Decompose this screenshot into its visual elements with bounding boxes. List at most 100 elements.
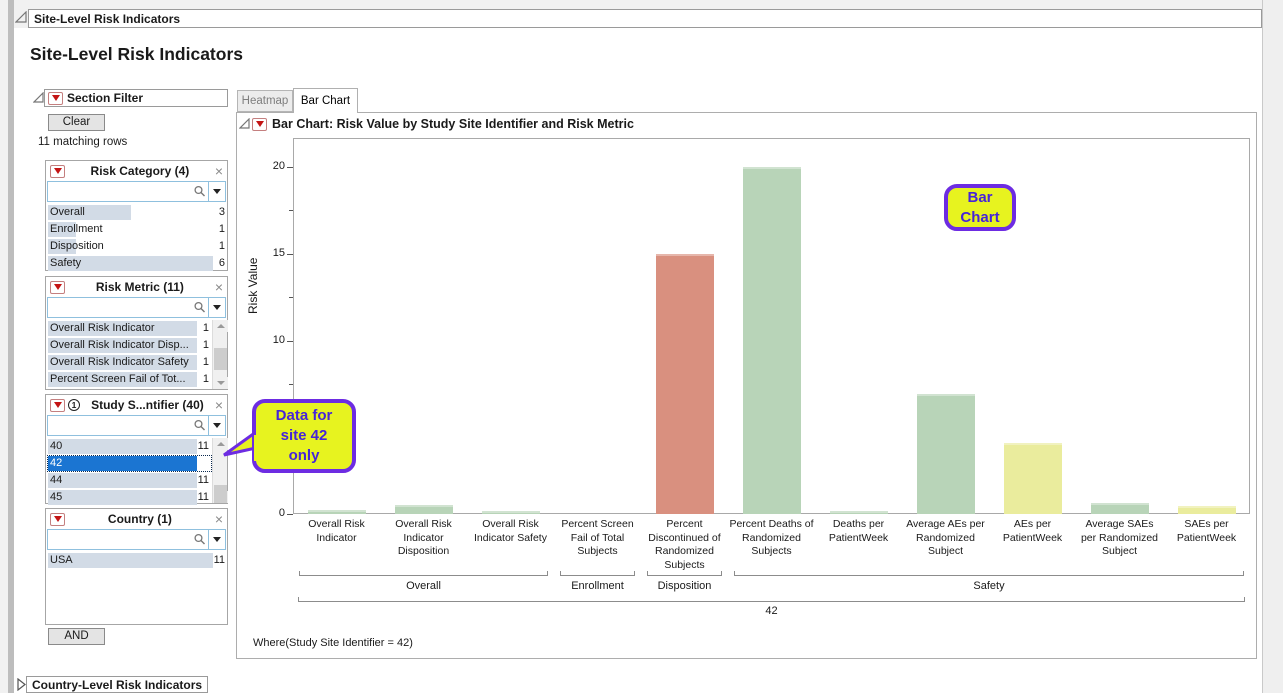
search-icon bbox=[194, 533, 205, 545]
row-label: Overall Risk Indicator bbox=[50, 322, 155, 334]
country-level-outline-header[interactable]: Country-Level Risk Indicators bbox=[26, 676, 208, 693]
filter-row-overall-risk-indicator-disp-[interactable]: Overall Risk Indicator Disp... 1 bbox=[47, 337, 212, 354]
close-icon[interactable]: × bbox=[214, 397, 223, 413]
y-major-tick bbox=[287, 254, 293, 255]
chart-menu-button[interactable] bbox=[252, 117, 267, 131]
and-button[interactable]: AND bbox=[48, 628, 105, 645]
filter-group-menu-button[interactable] bbox=[50, 398, 65, 412]
row-histogram-bar bbox=[48, 553, 213, 568]
filter-row-overall-risk-indicator[interactable]: Overall Risk Indicator 1 bbox=[47, 320, 212, 337]
filter-group-menu-button[interactable] bbox=[50, 280, 65, 294]
bar-overall-risk-indicator-safety[interactable] bbox=[482, 511, 540, 514]
filter-row-enrollment[interactable]: Enrollment 1 bbox=[47, 221, 228, 238]
row-count: 1 bbox=[218, 240, 225, 252]
bar-aes-per-patientweek[interactable] bbox=[1004, 443, 1062, 514]
x-tick-label: Overall Risk Indicator Disposition bbox=[395, 518, 452, 557]
group-label-enrollment: Enrollment bbox=[571, 580, 624, 592]
tab-heatmap[interactable]: Heatmap bbox=[237, 90, 293, 112]
left-window-strip bbox=[8, 0, 14, 693]
search-row bbox=[47, 297, 226, 318]
section-filter-header[interactable]: Section Filter bbox=[44, 89, 228, 107]
bar-deaths-per-patientweek[interactable] bbox=[830, 511, 888, 514]
scroll-thumb[interactable] bbox=[214, 348, 227, 370]
filter-row-disposition[interactable]: Disposition 1 bbox=[47, 238, 228, 255]
scroll-thumb[interactable] bbox=[214, 485, 227, 503]
filter-row-overall-risk-indicator-safety[interactable]: Overall Risk Indicator Safety 1 bbox=[47, 354, 212, 371]
level-1-badge-icon: 1 bbox=[68, 399, 80, 411]
search-dropdown-button[interactable] bbox=[209, 182, 225, 201]
filter-group-title: Risk Metric (11) bbox=[95, 280, 184, 294]
scroll-down-button[interactable] bbox=[213, 377, 228, 389]
filter-row-percent-screen-fail-of-tot-[interactable]: Percent Screen Fail of Tot... 1 bbox=[47, 371, 212, 388]
row-label: 40 bbox=[50, 440, 63, 452]
search-dropdown-button[interactable] bbox=[209, 416, 225, 435]
filter-row-42[interactable]: 42 11 bbox=[47, 455, 212, 472]
filter-row-45[interactable]: 45 11 bbox=[47, 489, 212, 506]
chart-collapse-triangle-icon[interactable] bbox=[239, 118, 250, 129]
row-label: 42 bbox=[50, 457, 63, 469]
callout-line: Data for bbox=[275, 407, 333, 424]
scroll-up-button[interactable] bbox=[213, 438, 228, 450]
bar-overall-risk-indicator-disposition[interactable] bbox=[395, 505, 453, 514]
clear-button[interactable]: Clear bbox=[48, 114, 105, 131]
right-splitter[interactable] bbox=[1262, 0, 1263, 693]
filter-group-country: Country (1) × USA 11 bbox=[45, 508, 228, 625]
close-icon[interactable]: × bbox=[214, 511, 223, 527]
filter-row-safety[interactable]: Safety 6 bbox=[47, 255, 228, 272]
red-triangle-icon bbox=[255, 121, 264, 127]
row-count: 11 bbox=[197, 440, 209, 452]
bar-average-saes-per-randomized-subject[interactable] bbox=[1091, 503, 1149, 514]
section-filter-menu-button[interactable] bbox=[48, 91, 63, 105]
filter-row-44[interactable]: 44 11 bbox=[47, 472, 212, 489]
bar-percent-deaths-of-randomized-subjects[interactable] bbox=[743, 167, 801, 514]
search-dropdown-button[interactable] bbox=[209, 298, 225, 317]
filter-collapse-triangle-icon[interactable] bbox=[33, 92, 44, 103]
expand-triangle-icon[interactable] bbox=[17, 678, 27, 691]
filter-group-header: Risk Metric (11) × bbox=[46, 277, 227, 297]
row-histogram-bar bbox=[48, 456, 197, 471]
page-title: Site-Level Risk Indicators bbox=[30, 44, 243, 64]
tab-bar-chart[interactable]: Bar Chart bbox=[293, 88, 358, 113]
search-input[interactable] bbox=[48, 531, 193, 548]
bar-percent-discontinued-of-randomized-subjects[interactable] bbox=[656, 254, 714, 514]
scroll-up-button[interactable] bbox=[213, 320, 228, 332]
y-minor-tick bbox=[289, 297, 293, 298]
row-histogram-bar bbox=[48, 205, 131, 220]
filter-group-title: Risk Category (4) bbox=[90, 164, 190, 178]
search-input[interactable] bbox=[48, 183, 193, 200]
bar-overall-risk-indicator[interactable] bbox=[308, 510, 366, 514]
search-input[interactable] bbox=[48, 417, 193, 434]
filter-group-menu-button[interactable] bbox=[50, 512, 65, 526]
filter-row-usa[interactable]: USA 11 bbox=[47, 552, 228, 569]
filter-row-40[interactable]: 40 11 bbox=[47, 438, 212, 455]
filter-group-menu-button[interactable] bbox=[50, 164, 65, 178]
search-dropdown-button[interactable] bbox=[209, 530, 225, 549]
chevron-up-icon bbox=[216, 324, 225, 328]
filter-group-title: Study S...ntifier (40) bbox=[91, 398, 204, 412]
collapse-triangle-icon[interactable] bbox=[15, 11, 27, 23]
x-tick-label: Average SAEs per Randomized Subject bbox=[1080, 518, 1159, 557]
row-count: 11 bbox=[213, 554, 225, 566]
search-icon bbox=[194, 301, 205, 313]
filter-group-header: 1 Study S...ntifier (40) × bbox=[46, 395, 227, 415]
scrollbar[interactable] bbox=[212, 438, 228, 503]
close-icon[interactable]: × bbox=[214, 163, 223, 179]
close-icon[interactable]: × bbox=[214, 279, 223, 295]
search-input[interactable] bbox=[48, 299, 193, 316]
row-label: 45 bbox=[50, 491, 63, 503]
x-tick-label: Percent Screen Fail of Total Subjects bbox=[561, 518, 634, 557]
site-level-outline-header[interactable]: Site-Level Risk Indicators bbox=[28, 9, 1262, 28]
callout-line: Bar bbox=[967, 188, 993, 206]
filter-group-header: Risk Category (4) × bbox=[46, 161, 227, 181]
section-filter-title: Section Filter bbox=[67, 91, 144, 105]
red-triangle-icon bbox=[53, 402, 62, 408]
callout-line: Chart bbox=[960, 208, 1000, 226]
divider bbox=[208, 182, 209, 201]
filter-row-overall[interactable]: Overall 3 bbox=[47, 204, 228, 221]
row-count: 1 bbox=[218, 223, 225, 235]
scrollbar[interactable] bbox=[212, 320, 228, 389]
row-label: Overall Risk Indicator Disp... bbox=[50, 339, 189, 351]
bar-saes-per-patientweek[interactable] bbox=[1178, 506, 1236, 514]
bar-average-aes-per-randomized-subject[interactable] bbox=[917, 394, 975, 514]
search-row bbox=[47, 529, 226, 550]
